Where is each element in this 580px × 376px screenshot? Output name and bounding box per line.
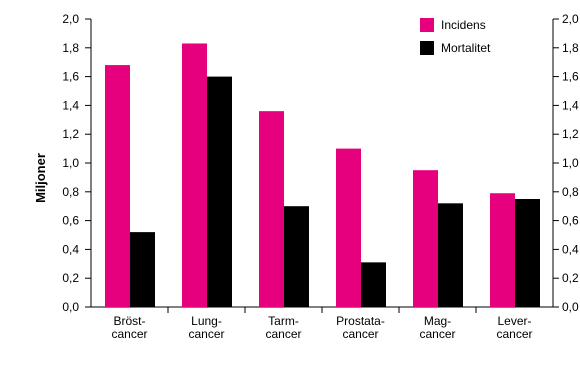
y-tick-label-left: 0,2 [62, 271, 79, 285]
bar-mortalitet-4 [438, 203, 463, 307]
x-category-label: cancer [342, 327, 378, 341]
y-tick-label-right: 0,8 [562, 185, 579, 199]
y-tick-label-right: 0,0 [562, 300, 579, 314]
x-category-label: Lever- [497, 314, 531, 328]
bar-incidens-0 [105, 65, 130, 307]
y-tick-label-left: 2,0 [62, 12, 79, 26]
y-tick-label-left: 1,4 [62, 98, 79, 112]
bar-incidens-5 [490, 193, 515, 307]
y-tick-label-left: 0,0 [62, 300, 79, 314]
legend: Incidens Mortalitet [420, 18, 491, 55]
y-tick-label-right: 0,2 [562, 271, 579, 285]
bar-incidens-2 [259, 111, 284, 307]
labels: 0,0 0,0 0,2 0,2 0,4 0,4 0,6 0,6 0,8 0,8 1,0 1,0 1,2 1… [62, 12, 579, 341]
y-tick-label-left: 0,4 [62, 242, 79, 256]
y-tick-label-left: 0,6 [62, 214, 79, 228]
bars [105, 43, 540, 307]
legend-label-incidens: Incidens [441, 18, 486, 32]
x-category-label: Prostata- [336, 314, 385, 328]
y-tick-label-right: 1,2 [562, 127, 579, 141]
bar-mortalitet-2 [284, 206, 309, 307]
bar-incidens-1 [182, 43, 207, 307]
y-tick-label-left: 1,2 [62, 127, 79, 141]
y-tick-label-right: 1,6 [562, 70, 579, 84]
legend-label-mortalitet: Mortalitet [441, 41, 491, 55]
bar-incidens-4 [413, 170, 438, 307]
bar-incidens-3 [336, 148, 361, 307]
x-category-label: cancer [496, 327, 532, 341]
y-tick-label-left: 1,6 [62, 70, 79, 84]
y-tick-label-left: 0,8 [62, 185, 79, 199]
x-category-label: Lung- [191, 314, 222, 328]
y-tick-label-right: 0,4 [562, 242, 579, 256]
x-category-label: cancer [265, 327, 301, 341]
axes [85, 18, 559, 313]
x-category-label: cancer [419, 327, 455, 341]
legend-swatch-mortalitet [420, 41, 434, 55]
y-tick-label-right: 1,4 [562, 98, 579, 112]
y-tick-label-left: 1,8 [62, 41, 79, 55]
bar-mortalitet-3 [361, 262, 386, 307]
bar-mortalitet-0 [130, 232, 155, 307]
x-category-label: cancer [111, 327, 147, 341]
y-tick-label-right: 2,0 [562, 12, 579, 26]
x-category-label: Tarm- [268, 314, 299, 328]
y-tick-label-right: 1,8 [562, 41, 579, 55]
y-tick-label-right: 1,0 [562, 156, 579, 170]
legend-swatch-incidens [420, 18, 434, 32]
y-tick-label-right: 0,6 [562, 214, 579, 228]
bar-mortalitet-1 [207, 76, 232, 307]
y-tick-label-left: 1,0 [62, 156, 79, 170]
y-axis-title: Miljoner [33, 153, 48, 203]
bar-mortalitet-5 [515, 199, 540, 307]
x-category-label: cancer [188, 327, 224, 341]
x-category-label: Bröst- [113, 314, 145, 328]
x-category-label: Mag- [424, 314, 451, 328]
